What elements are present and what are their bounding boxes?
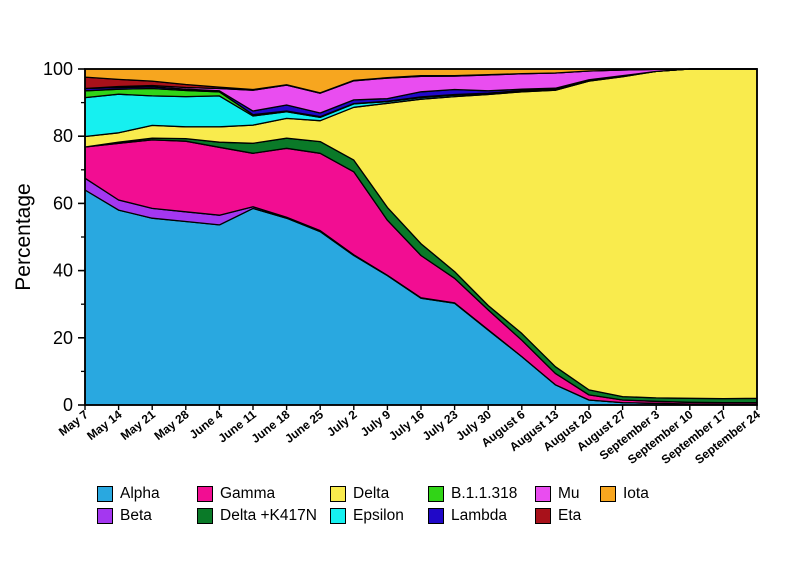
legend-column: B.1.1.318 Lambda xyxy=(428,483,517,527)
legend-label: Gamma xyxy=(220,485,276,502)
y-axis-label: Percentage xyxy=(12,183,35,290)
legend-item-delta-k417n: Delta +K417N xyxy=(197,505,317,527)
legend-column: Mu Eta xyxy=(535,483,581,527)
legend-label: Alpha xyxy=(120,485,160,502)
legend-label: Lambda xyxy=(451,507,508,524)
legend-label: Mu xyxy=(558,485,580,502)
legend-item-delta: Delta xyxy=(330,483,404,505)
legend-column: Delta Epsilon xyxy=(330,483,404,527)
legend-item-epsilon: Epsilon xyxy=(330,505,404,527)
legend-label: Iota xyxy=(623,485,649,502)
y-tick-label: 60 xyxy=(53,193,73,213)
legend-swatch-icon xyxy=(197,508,213,524)
legend-swatch-icon xyxy=(97,486,113,502)
legend-swatch-icon xyxy=(197,486,213,502)
y-tick-label: 20 xyxy=(53,328,73,348)
x-tick-label: July 16 xyxy=(386,407,427,443)
x-tick-label: July 23 xyxy=(420,407,461,443)
x-tick-label: July 2 xyxy=(324,407,360,439)
legend-column: Gamma Delta +K417N xyxy=(197,483,317,527)
legend-label: Delta xyxy=(353,485,390,502)
y-tick-label: 80 xyxy=(53,126,73,146)
legend-item-mu: Mu xyxy=(535,483,581,505)
y-tick-label: 100 xyxy=(43,59,73,79)
legend-label: Epsilon xyxy=(353,507,404,524)
legend-swatch-icon xyxy=(330,486,346,502)
legend-item-alpha: Alpha xyxy=(97,483,160,505)
legend-label: Eta xyxy=(558,507,582,524)
variant-stacked-area-chart: 0 20 40 60 80 100 Percentage May 7 May 14 May 21 M… xyxy=(12,59,763,467)
x-tick-label: May 14 xyxy=(84,407,124,443)
legend-label: Delta +K417N xyxy=(220,507,317,524)
legend-swatch-icon xyxy=(428,508,444,524)
legend-swatch-icon xyxy=(535,508,551,524)
legend-swatch-icon xyxy=(428,486,444,502)
legend-label: Beta xyxy=(120,507,152,524)
legend-item-iota: Iota xyxy=(600,483,649,505)
x-tick-label: June 25 xyxy=(282,407,326,446)
y-tick-label: 0 xyxy=(63,395,73,415)
chart-legend: Alpha Beta Gamma Delta +K417N Delta Epsilon B.… xyxy=(0,483,800,543)
legend-column: Alpha Beta xyxy=(97,483,160,527)
x-tick-label: May 28 xyxy=(151,407,191,443)
legend-swatch-icon xyxy=(97,508,113,524)
legend-item-gamma: Gamma xyxy=(197,483,317,505)
legend-swatch-icon xyxy=(330,508,346,524)
x-tick-label: May 21 xyxy=(118,407,158,443)
legend-item-b-1-1-318: B.1.1.318 xyxy=(428,483,517,505)
legend-swatch-icon xyxy=(600,486,616,502)
legend-item-eta: Eta xyxy=(535,505,581,527)
legend-item-lambda: Lambda xyxy=(428,505,517,527)
legend-item-beta: Beta xyxy=(97,505,160,527)
y-tick-label: 40 xyxy=(53,261,73,281)
legend-label: B.1.1.318 xyxy=(451,485,518,502)
legend-swatch-icon xyxy=(535,486,551,502)
legend-column: Iota xyxy=(600,483,649,505)
